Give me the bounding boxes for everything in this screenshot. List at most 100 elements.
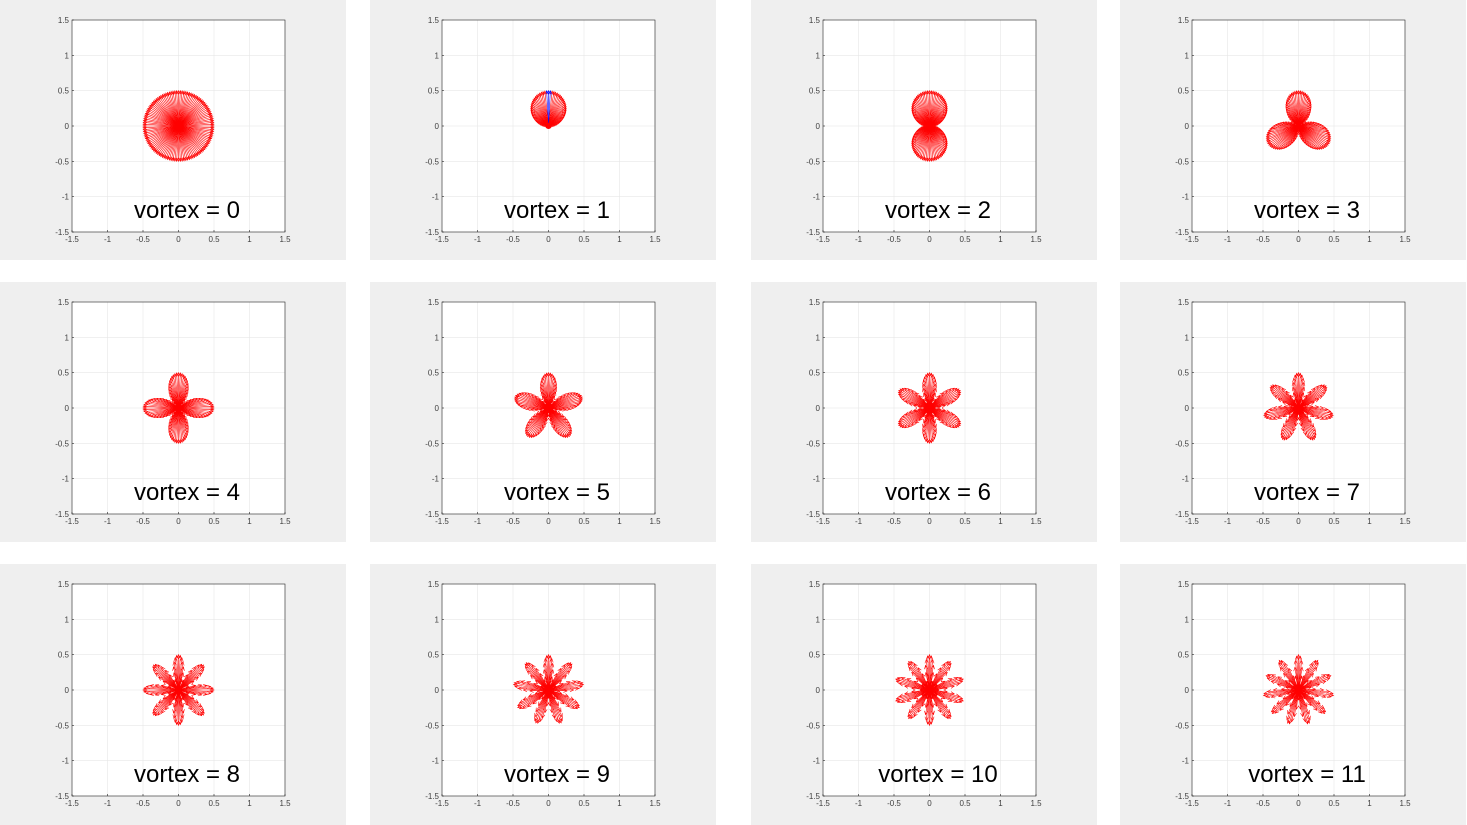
quiver-arrow-head: [146, 400, 151, 404]
quiver-arrow-head: [1293, 666, 1298, 672]
vortex-label: vortex = 10: [878, 761, 997, 788]
quiver-arrow-head: [522, 704, 527, 709]
vortex-label: vortex = 8: [134, 761, 240, 788]
quiver-arrow-head: [1274, 709, 1280, 714]
quiver-arrow: [167, 125, 179, 160]
quiver-arrow-head: [936, 406, 942, 411]
quiver-arrow-head: [1270, 385, 1275, 390]
origin-point: [175, 687, 182, 693]
quiver-arrow: [1267, 125, 1299, 144]
quiver-arrow-head: [571, 680, 577, 685]
quiver-arrow-head: [162, 695, 168, 700]
quiver-arrow-head: [206, 109, 211, 114]
quiver-arrow: [548, 689, 562, 723]
quiver-arrow-head: [921, 155, 925, 161]
vortex-label: vortex = 2: [885, 197, 991, 224]
quiver-arrow-head: [898, 682, 904, 687]
quiver-arrow: [548, 90, 551, 127]
quiver-arrow-head: [197, 149, 202, 154]
origin-point: [926, 123, 933, 129]
quiver-arrow-head: [1306, 719, 1311, 724]
quiver-arrow: [176, 125, 179, 162]
quiver-arrow-head: [524, 663, 529, 668]
quiver-arrow: [160, 125, 179, 157]
quiver-arrow-head: [186, 399, 192, 404]
quiver-arrows: [911, 89, 948, 163]
x-tick-label: -0.5: [136, 517, 150, 526]
quiver-arrow: [178, 655, 181, 691]
quiver-arrow-head: [197, 711, 203, 717]
x-tick-label: -1.5: [65, 235, 79, 244]
x-tick-label: 1: [1367, 235, 1372, 244]
quiver-arrow: [158, 125, 179, 156]
quiver-arrow-head: [144, 133, 149, 138]
y-tick-label: 1: [65, 615, 70, 624]
y-tick-label: 1.5: [1178, 16, 1190, 25]
x-tick-label: -0.5: [506, 799, 520, 808]
quiver-arrow-head: [1291, 386, 1296, 392]
quiver-arrow-head: [514, 684, 519, 689]
quiver-arrow: [178, 125, 195, 158]
quiver-arrow-head: [157, 664, 162, 669]
quiver-arrow: [174, 90, 179, 127]
y-tick-label: 1: [435, 51, 440, 60]
x-tick-label: 1.5: [649, 799, 661, 808]
quiver-arrows: [142, 89, 215, 163]
quiver-arrow-head: [915, 151, 920, 157]
quiver-arrow-head: [1293, 135, 1298, 140]
quiver-arrow-head: [925, 157, 930, 162]
quiver-arrow-head: [1288, 719, 1293, 725]
quiver-arrow-head: [518, 705, 524, 710]
quiver-arrow-head: [1320, 709, 1326, 714]
quiver-arrow-head: [933, 673, 938, 678]
origin-point: [545, 687, 552, 693]
x-tick-label: -0.5: [1256, 517, 1270, 526]
quiver-arrow: [153, 664, 179, 691]
quiver-arrow: [898, 407, 930, 426]
quiver-arrow: [178, 125, 209, 146]
x-tick-label: -1: [474, 517, 482, 526]
x-tick-label: 0: [927, 799, 932, 808]
quiver-arrow-head: [933, 428, 938, 433]
quiver-arrow-head: [564, 662, 569, 667]
quiver-arrow-head: [155, 149, 160, 154]
quiver-arrow-head: [958, 695, 964, 700]
quiver-arrow-head: [554, 717, 559, 723]
x-tick-label: -1: [855, 517, 863, 526]
y-tick-label: 1: [1185, 51, 1190, 60]
quiver-arrow-head: [1310, 121, 1315, 126]
x-tick-label: 1: [247, 235, 252, 244]
quiver-plot: -1.5 -1 -0.5 0 0.5 1 1.5 -1.5 -1 -0.5 0 0.5 1 1.5 vort…: [55, 16, 291, 244]
quiver-arrow-head: [929, 90, 934, 95]
quiver-arrow: [176, 90, 179, 127]
quiver-arrow-head: [210, 122, 215, 127]
origin-point: [545, 123, 552, 129]
quiver-arrow-head: [918, 121, 924, 126]
quiver-arrow-head: [1302, 92, 1307, 98]
quiver-arrow-head: [1305, 709, 1310, 715]
quiver-arrow-head: [206, 138, 211, 143]
quiver-arrow-head: [947, 678, 953, 683]
quiver-arrow-head: [1303, 702, 1308, 708]
quiver-arrow-head: [144, 112, 150, 117]
quiver-arrow-head: [188, 92, 192, 98]
x-tick-label: 1.5: [1030, 235, 1042, 244]
quiver-arrow-head: [896, 677, 902, 681]
quiver-arrow-head: [897, 420, 903, 425]
quiver-arrow-head: [565, 432, 570, 438]
quiver-arrow: [178, 102, 206, 127]
quiver-arrow-head: [560, 433, 564, 438]
quiver-arrow-head: [1319, 144, 1325, 149]
quiver-arrow-head: [176, 89, 181, 95]
quiver-arrow-head: [204, 141, 209, 146]
quiver-arrow-head: [929, 655, 934, 660]
quiver-arrow-head: [931, 435, 936, 440]
quiver-arrow-head: [957, 699, 963, 703]
quiver-arrow-head: [1287, 410, 1293, 415]
quiver-arrow-head: [932, 423, 937, 429]
quiver-arrow: [178, 97, 200, 127]
quiver-arrow-head: [1304, 121, 1310, 126]
quiver-arrow-head: [567, 666, 573, 671]
x-tick-label: 0.5: [208, 517, 220, 526]
quiver-arrow-head: [178, 157, 183, 162]
